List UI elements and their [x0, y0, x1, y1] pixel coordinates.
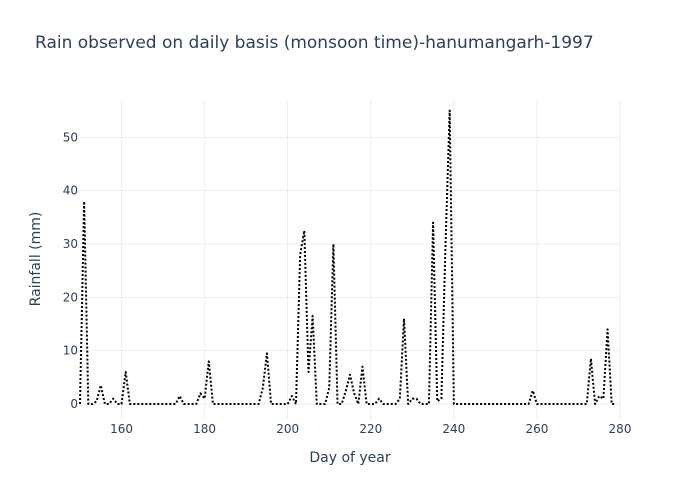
rainfall-series — [79, 109, 616, 405]
x-tick-label: 240 — [442, 422, 465, 436]
rainfall-line — [79, 109, 616, 405]
y-tick-label: 50 — [63, 130, 78, 144]
x-tick-label: 260 — [525, 422, 548, 436]
x-tick-label: 200 — [276, 422, 299, 436]
y-gridlines — [80, 136, 620, 405]
y-axis-ticks: 0 10 20 30 40 50 — [63, 130, 78, 411]
y-tick-label: 10 — [63, 344, 78, 358]
x-tick-label: 220 — [359, 422, 382, 436]
x-gridlines — [121, 100, 621, 420]
y-tick-label: 0 — [70, 397, 78, 411]
x-axis-title: Day of year — [309, 450, 391, 466]
y-tick-label: 40 — [63, 184, 78, 198]
y-tick-label: 20 — [63, 290, 78, 304]
x-tick-label: 160 — [110, 422, 133, 436]
x-tick-label: 180 — [193, 422, 216, 436]
chart-title: Rain observed on daily basis (monsoon ti… — [35, 33, 594, 53]
x-tick-label: 280 — [609, 422, 632, 436]
y-axis-title: Rainfall (mm) — [28, 212, 44, 307]
y-tick-label: 30 — [63, 237, 78, 251]
x-axis-ticks: 160 180 200 220 240 260 280 — [110, 422, 631, 436]
